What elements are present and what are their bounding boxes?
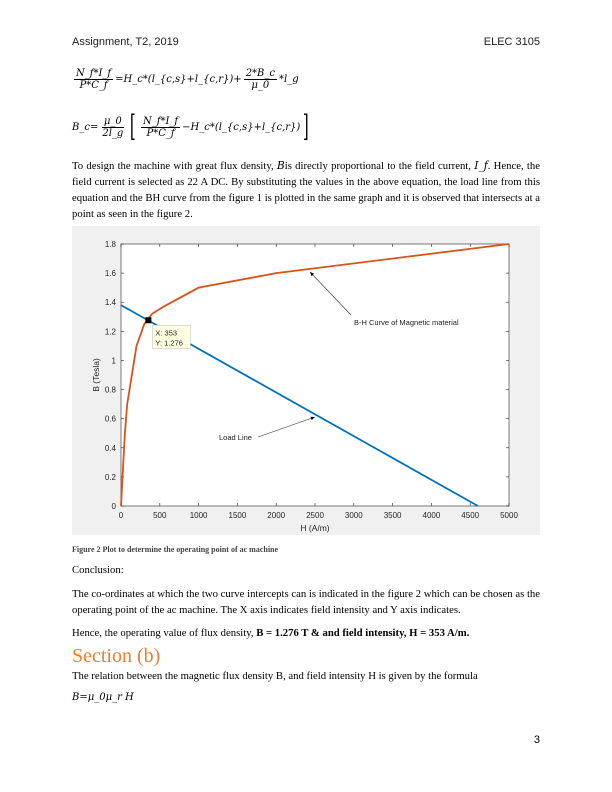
x-tick-label: 2500 bbox=[306, 511, 324, 520]
x-tick-label: 0 bbox=[119, 511, 124, 520]
figure-caption: Figure 2 Plot to determine the operating… bbox=[72, 545, 279, 554]
p1-text-c: . Hence, the field current is selected a… bbox=[72, 160, 540, 220]
equation-2: B_c= μ_0 2l_g [ N_f*I_f P*C_f −H_c*(l_{c,s… bbox=[72, 112, 312, 142]
y-axis-label: B (Tesla) bbox=[91, 358, 101, 392]
formula-text: B=μ_0μ_r H bbox=[72, 692, 134, 703]
y-tick-label: 0.6 bbox=[105, 415, 117, 424]
equation-1: N_f*I_f P*C_f =H_c*(l_{c,s}+l_{c,r})+ 2*B… bbox=[72, 68, 299, 91]
y-tick-label: 1 bbox=[112, 356, 117, 365]
paragraph-design: To design the machine with great flux de… bbox=[72, 158, 540, 222]
bh-annotation-arrow bbox=[309, 271, 352, 316]
eq2-in-numerator: N_f*I_f bbox=[141, 115, 181, 128]
p3-text: Hence, the operating value of flux densi… bbox=[72, 627, 257, 639]
y-tick-label: 1.8 bbox=[105, 240, 117, 249]
eq1-r-numerator: 2*B_c bbox=[243, 68, 277, 80]
load-line-annotation-arrow bbox=[257, 416, 316, 438]
eq1-lhs-numerator: N_f*I_f bbox=[74, 68, 114, 80]
x-tick-label: 2000 bbox=[267, 511, 285, 520]
y-tick-label: 1.2 bbox=[105, 327, 117, 336]
bh-curve-line bbox=[120, 243, 510, 507]
p1-text-a: To design the machine with great flux de… bbox=[72, 160, 277, 172]
page-number: 3 bbox=[533, 734, 540, 746]
x-tick-label: 3500 bbox=[384, 511, 402, 520]
eq2-in-denominator: P*C_f bbox=[146, 127, 175, 139]
eq2-lhs: B_c= bbox=[72, 121, 99, 133]
bh-annotation-label: B-H Curve of Magnetic material bbox=[354, 318, 459, 327]
p3-result-bold: B = 1.276 T & and field intensity, H = 3… bbox=[256, 627, 470, 639]
right-bracket: ] bbox=[303, 109, 310, 144]
paragraph-conclusion: The co-ordinates at which the two curve … bbox=[72, 588, 540, 616]
figure-2-chart: 0 500 1000 1500 2000 2500 3000 3500 4000 4500 5000… bbox=[72, 226, 540, 535]
left-bracket: [ bbox=[130, 109, 137, 144]
x-tick-label: 4000 bbox=[423, 511, 441, 520]
y-tick-label: 0 bbox=[112, 502, 117, 511]
eq2-f-denominator: 2l_g bbox=[102, 127, 124, 139]
conclusion-label: Conclusion: bbox=[72, 564, 124, 576]
p1-if-symbol: I_f bbox=[474, 159, 488, 172]
eq1-middle: =H_c*(l_{c,s}+l_{c,r})+ bbox=[115, 74, 242, 85]
datatip-box bbox=[152, 325, 191, 349]
header-left: Assignment, T2, 2019 bbox=[72, 36, 179, 48]
eq2-in-tail: −H_c*(l_{c,s}+l_{c,r}) bbox=[182, 121, 301, 133]
datatip-y: Y: 1.276 bbox=[155, 338, 183, 347]
paragraph-result: Hence, the operating value of flux densi… bbox=[72, 625, 540, 641]
x-tick-label: 1000 bbox=[190, 511, 208, 520]
paragraph-relation: The relation between the magnetic flux d… bbox=[72, 670, 478, 682]
plot-area bbox=[120, 243, 510, 507]
datatip-marker bbox=[145, 317, 152, 324]
eq1-tail: *l_g bbox=[279, 74, 299, 85]
eq1-lhs-denominator: P*C_f bbox=[79, 80, 108, 91]
y-tick-label: 0.8 bbox=[105, 386, 117, 395]
y-tick-label: 0.4 bbox=[105, 444, 117, 453]
header-right: ELEC 3105 bbox=[483, 36, 540, 48]
x-axis-label: H (A/m) bbox=[300, 523, 329, 533]
p1-text-b: is directly proportional to the field cu… bbox=[284, 160, 475, 172]
datatip-x: X: 353 bbox=[155, 328, 177, 337]
formula-b: B=μ_0μ_r H bbox=[72, 692, 134, 703]
eq1-r-denominator: μ_0 bbox=[251, 80, 270, 91]
p1-b-symbol: B bbox=[276, 159, 285, 172]
x-tick-label: 3000 bbox=[345, 511, 363, 520]
load-line-annotation-label: Load Line bbox=[219, 433, 252, 442]
eq2-f-numerator: μ_0 bbox=[101, 115, 124, 128]
y-tick-label: 1.4 bbox=[105, 298, 117, 307]
x-tick-label: 4500 bbox=[461, 511, 479, 520]
x-tick-label: 5000 bbox=[500, 511, 518, 520]
x-tick-label: 1500 bbox=[229, 511, 247, 520]
section-b-heading: Section (b) bbox=[72, 645, 161, 667]
y-tick-label: 1.6 bbox=[105, 269, 117, 278]
y-tick-label: 0.2 bbox=[105, 473, 117, 482]
x-tick-label: 500 bbox=[153, 511, 167, 520]
